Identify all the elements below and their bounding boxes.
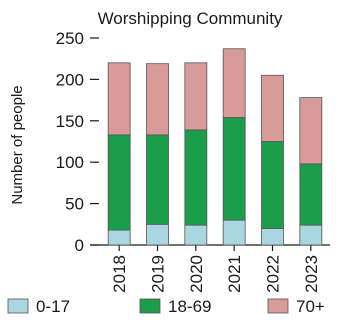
- bar-segment-0-17: [299, 224, 323, 246]
- bar-segment-70+: [261, 74, 284, 142]
- bar-segment-0-17: [222, 219, 246, 246]
- bar-segment-70+: [184, 62, 208, 131]
- legend-swatch-70+: [267, 298, 289, 314]
- bar-segment-70+: [107, 62, 131, 136]
- x-tick-label: 2023: [302, 255, 321, 293]
- y-tick-label: 100: [56, 153, 84, 172]
- chart-title: Worshipping Community: [98, 9, 283, 28]
- bars: [107, 48, 323, 246]
- bar-segment-70+: [146, 63, 169, 136]
- x-tick-label: 2020: [187, 255, 206, 293]
- bar-segment-70+: [222, 48, 246, 118]
- bar-segment-0-17: [261, 228, 284, 246]
- bar-segment-18-69: [146, 134, 169, 225]
- legend: 0-17 18-69 70+: [7, 297, 325, 316]
- bar-segment-18-69: [261, 141, 284, 229]
- legend-swatch-0-17: [7, 298, 29, 314]
- legend-label-70+: 70+: [296, 297, 325, 316]
- bar-segment-0-17: [184, 224, 208, 246]
- x-tick-label: 2019: [149, 255, 168, 293]
- bar-segment-0-17: [107, 229, 131, 246]
- y-axis-label: Number of people: [9, 85, 26, 204]
- legend-label-0-17: 0-17: [36, 297, 70, 316]
- bar-segment-18-69: [222, 117, 246, 221]
- bar-segment-18-69: [299, 163, 323, 226]
- bar-segment-18-69: [107, 134, 131, 231]
- bar-segment-0-17: [146, 223, 169, 246]
- y-tick-label: 50: [65, 195, 84, 214]
- x-tick-label: 2021: [225, 255, 244, 293]
- y-tick-label: 200: [56, 70, 84, 89]
- legend-label-18-69: 18-69: [168, 297, 211, 316]
- axes: 0 50 100 150 200 250 2018 2019 2020 2021 2022 2023: [56, 29, 330, 293]
- x-tick-label: 2022: [264, 255, 283, 293]
- bar-segment-18-69: [184, 129, 208, 226]
- y-tick-label: 150: [56, 112, 84, 131]
- y-tick-label: 0: [75, 236, 84, 255]
- y-tick-label: 250: [56, 29, 84, 48]
- legend-swatch-18-69: [139, 298, 161, 314]
- x-tick-label: 2018: [110, 255, 129, 293]
- bar-segment-70+: [299, 97, 323, 165]
